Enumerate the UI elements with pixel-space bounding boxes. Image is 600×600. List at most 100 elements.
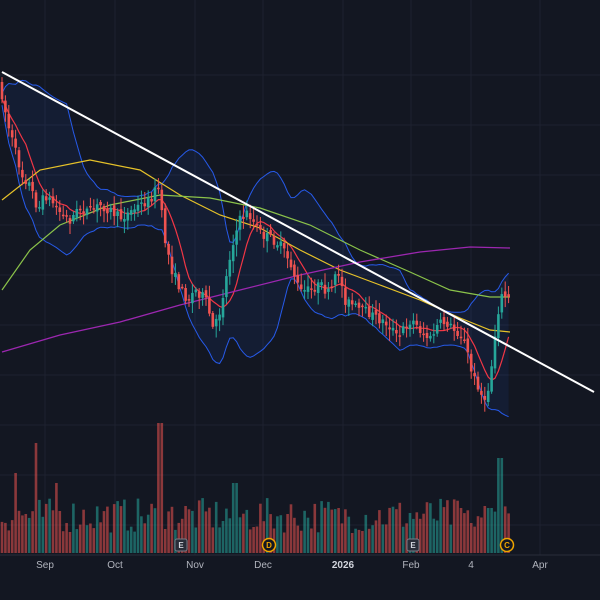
volume-bar bbox=[228, 518, 232, 553]
volume-bar bbox=[418, 518, 422, 553]
candle-body bbox=[177, 274, 181, 290]
volume-bar bbox=[24, 514, 28, 553]
candle-body bbox=[102, 206, 106, 212]
volume-bar bbox=[136, 498, 140, 553]
volume-bar bbox=[252, 527, 255, 553]
volume-bar bbox=[463, 513, 466, 553]
volume-bar bbox=[184, 506, 187, 553]
candle-body bbox=[197, 291, 201, 298]
volume-bar bbox=[425, 502, 429, 553]
volume-bar bbox=[191, 510, 194, 553]
candle-body bbox=[82, 211, 85, 214]
candle-body bbox=[4, 100, 7, 113]
volume-bar bbox=[279, 515, 283, 553]
candle-body bbox=[51, 196, 55, 204]
candle-body bbox=[500, 294, 504, 313]
event-marker-circle bbox=[261, 537, 277, 553]
candle-body bbox=[442, 317, 446, 325]
volume-bar bbox=[65, 523, 68, 553]
time-axis-label: Apr bbox=[532, 560, 548, 571]
candle-body bbox=[425, 333, 429, 338]
volume-bar bbox=[476, 516, 480, 553]
volume-bar bbox=[197, 500, 201, 553]
volume-bar bbox=[330, 509, 334, 553]
volume-bar bbox=[180, 518, 184, 553]
candle-body bbox=[41, 195, 45, 210]
candle-body bbox=[89, 206, 92, 208]
candle-body bbox=[330, 286, 334, 288]
candle-body bbox=[306, 286, 310, 292]
volume-bar bbox=[221, 521, 225, 553]
trendline[interactable] bbox=[1, 71, 595, 393]
volume-bar bbox=[503, 506, 507, 553]
candle-body bbox=[123, 219, 126, 222]
candle-body bbox=[7, 113, 11, 129]
candle-body bbox=[303, 290, 306, 292]
candle-body bbox=[259, 224, 262, 230]
candle-body bbox=[119, 209, 123, 220]
candle-body bbox=[65, 215, 68, 217]
candle-body bbox=[435, 325, 439, 334]
candle-body bbox=[296, 274, 300, 283]
earnings-marker-box bbox=[406, 538, 420, 552]
candle-body bbox=[126, 212, 130, 221]
candle-body bbox=[446, 321, 449, 327]
volume-bar bbox=[194, 527, 198, 553]
candle-body bbox=[262, 232, 266, 239]
volume-bar bbox=[208, 507, 211, 553]
volume-bar bbox=[323, 507, 327, 553]
volume-bar bbox=[163, 529, 167, 553]
candle-body bbox=[218, 314, 221, 321]
volume-bar bbox=[391, 506, 395, 553]
candle-body bbox=[187, 299, 191, 301]
candle-body bbox=[201, 292, 204, 298]
volume-bar bbox=[167, 511, 170, 553]
candle-body bbox=[316, 282, 320, 293]
volume-bar bbox=[7, 530, 11, 553]
volume-bar bbox=[34, 443, 38, 553]
volume-bar bbox=[187, 509, 191, 553]
bollinger-fill bbox=[2, 80, 509, 417]
candle-body bbox=[153, 187, 157, 202]
candle-body bbox=[463, 339, 466, 341]
volume-bar bbox=[214, 501, 218, 553]
volume-bar bbox=[357, 529, 361, 553]
candle-body bbox=[490, 366, 493, 392]
volume-bar bbox=[269, 514, 272, 553]
volume-bar bbox=[412, 518, 415, 553]
candle-body bbox=[157, 187, 160, 190]
volume-bar bbox=[435, 520, 439, 553]
volume-bar bbox=[78, 524, 82, 553]
candle-body bbox=[17, 150, 21, 168]
volume-bar bbox=[452, 499, 456, 553]
volume-bar bbox=[276, 516, 279, 553]
candle-body bbox=[361, 305, 364, 308]
candle-body bbox=[95, 204, 99, 212]
candle-body bbox=[503, 291, 507, 297]
volume-bar bbox=[316, 532, 320, 553]
volume-bar bbox=[405, 523, 408, 553]
candle-body bbox=[378, 313, 381, 324]
candle-body bbox=[14, 138, 17, 148]
volume-bar bbox=[231, 483, 235, 553]
event-marker-corporate-action[interactable]: C bbox=[499, 537, 515, 553]
candle-body bbox=[211, 313, 215, 327]
candle-body bbox=[44, 196, 48, 201]
event-marker-earnings[interactable]: E bbox=[406, 538, 420, 552]
volume-bar bbox=[327, 501, 330, 553]
volume-bar bbox=[265, 498, 269, 553]
volume-bar bbox=[242, 513, 245, 553]
candle-body bbox=[371, 312, 374, 320]
candle-body bbox=[422, 333, 425, 336]
volume-bar bbox=[119, 506, 123, 553]
event-marker-dividend[interactable]: D bbox=[261, 537, 277, 553]
candle-body bbox=[106, 209, 109, 214]
candle-body bbox=[150, 198, 153, 202]
volume-bar bbox=[235, 483, 238, 553]
candle-body bbox=[398, 335, 402, 337]
event-marker-earnings[interactable]: E bbox=[174, 538, 188, 552]
candle-body bbox=[208, 297, 211, 314]
candle-body bbox=[191, 292, 194, 304]
